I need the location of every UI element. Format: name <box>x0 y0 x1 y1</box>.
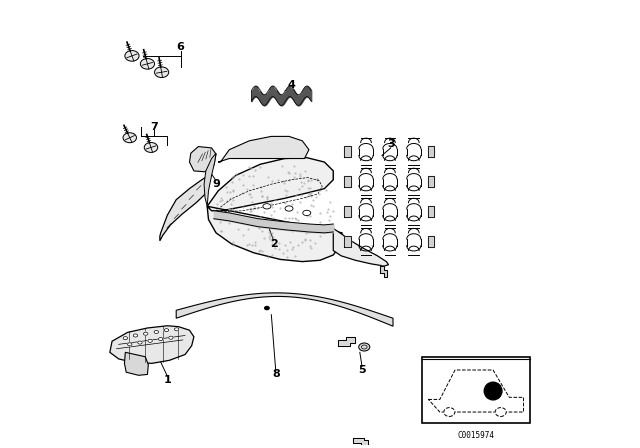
Ellipse shape <box>123 133 136 142</box>
Text: 3: 3 <box>387 139 395 149</box>
Polygon shape <box>344 206 351 217</box>
Polygon shape <box>204 153 216 206</box>
Polygon shape <box>380 266 387 277</box>
Polygon shape <box>428 237 434 247</box>
Polygon shape <box>110 326 194 363</box>
Polygon shape <box>344 146 351 157</box>
Circle shape <box>484 382 502 400</box>
Polygon shape <box>189 146 216 172</box>
Polygon shape <box>428 146 434 157</box>
Text: 4: 4 <box>287 80 295 90</box>
Polygon shape <box>428 206 434 217</box>
Ellipse shape <box>265 306 269 310</box>
Text: 7: 7 <box>150 122 158 132</box>
Ellipse shape <box>143 332 148 335</box>
Polygon shape <box>124 352 148 375</box>
Bar <box>422 357 530 423</box>
Ellipse shape <box>154 67 169 78</box>
Ellipse shape <box>175 328 179 331</box>
Polygon shape <box>344 176 351 187</box>
Ellipse shape <box>144 142 157 152</box>
Text: 8: 8 <box>272 370 280 379</box>
Ellipse shape <box>169 336 173 339</box>
Text: 1: 1 <box>163 375 172 385</box>
Polygon shape <box>333 228 388 266</box>
Ellipse shape <box>285 206 293 211</box>
Ellipse shape <box>154 331 159 333</box>
Polygon shape <box>176 293 393 326</box>
Text: C0015974: C0015974 <box>458 431 495 440</box>
Ellipse shape <box>263 204 271 209</box>
Ellipse shape <box>133 334 138 337</box>
Text: 5: 5 <box>358 365 366 375</box>
Text: 9: 9 <box>212 179 220 189</box>
Ellipse shape <box>358 343 370 351</box>
Ellipse shape <box>148 339 152 342</box>
Polygon shape <box>338 337 355 346</box>
Polygon shape <box>344 237 351 247</box>
Ellipse shape <box>138 341 142 344</box>
Polygon shape <box>207 158 342 262</box>
Ellipse shape <box>123 336 127 340</box>
Ellipse shape <box>125 51 139 61</box>
Text: 2: 2 <box>269 239 277 249</box>
Ellipse shape <box>444 408 455 417</box>
Ellipse shape <box>495 408 506 417</box>
Ellipse shape <box>140 59 154 69</box>
Polygon shape <box>218 136 309 162</box>
Ellipse shape <box>127 343 132 346</box>
Polygon shape <box>428 176 434 187</box>
Polygon shape <box>353 438 368 445</box>
Polygon shape <box>160 175 209 241</box>
Ellipse shape <box>164 329 169 332</box>
Ellipse shape <box>159 337 163 340</box>
Text: 6: 6 <box>177 42 184 52</box>
Ellipse shape <box>303 210 310 215</box>
